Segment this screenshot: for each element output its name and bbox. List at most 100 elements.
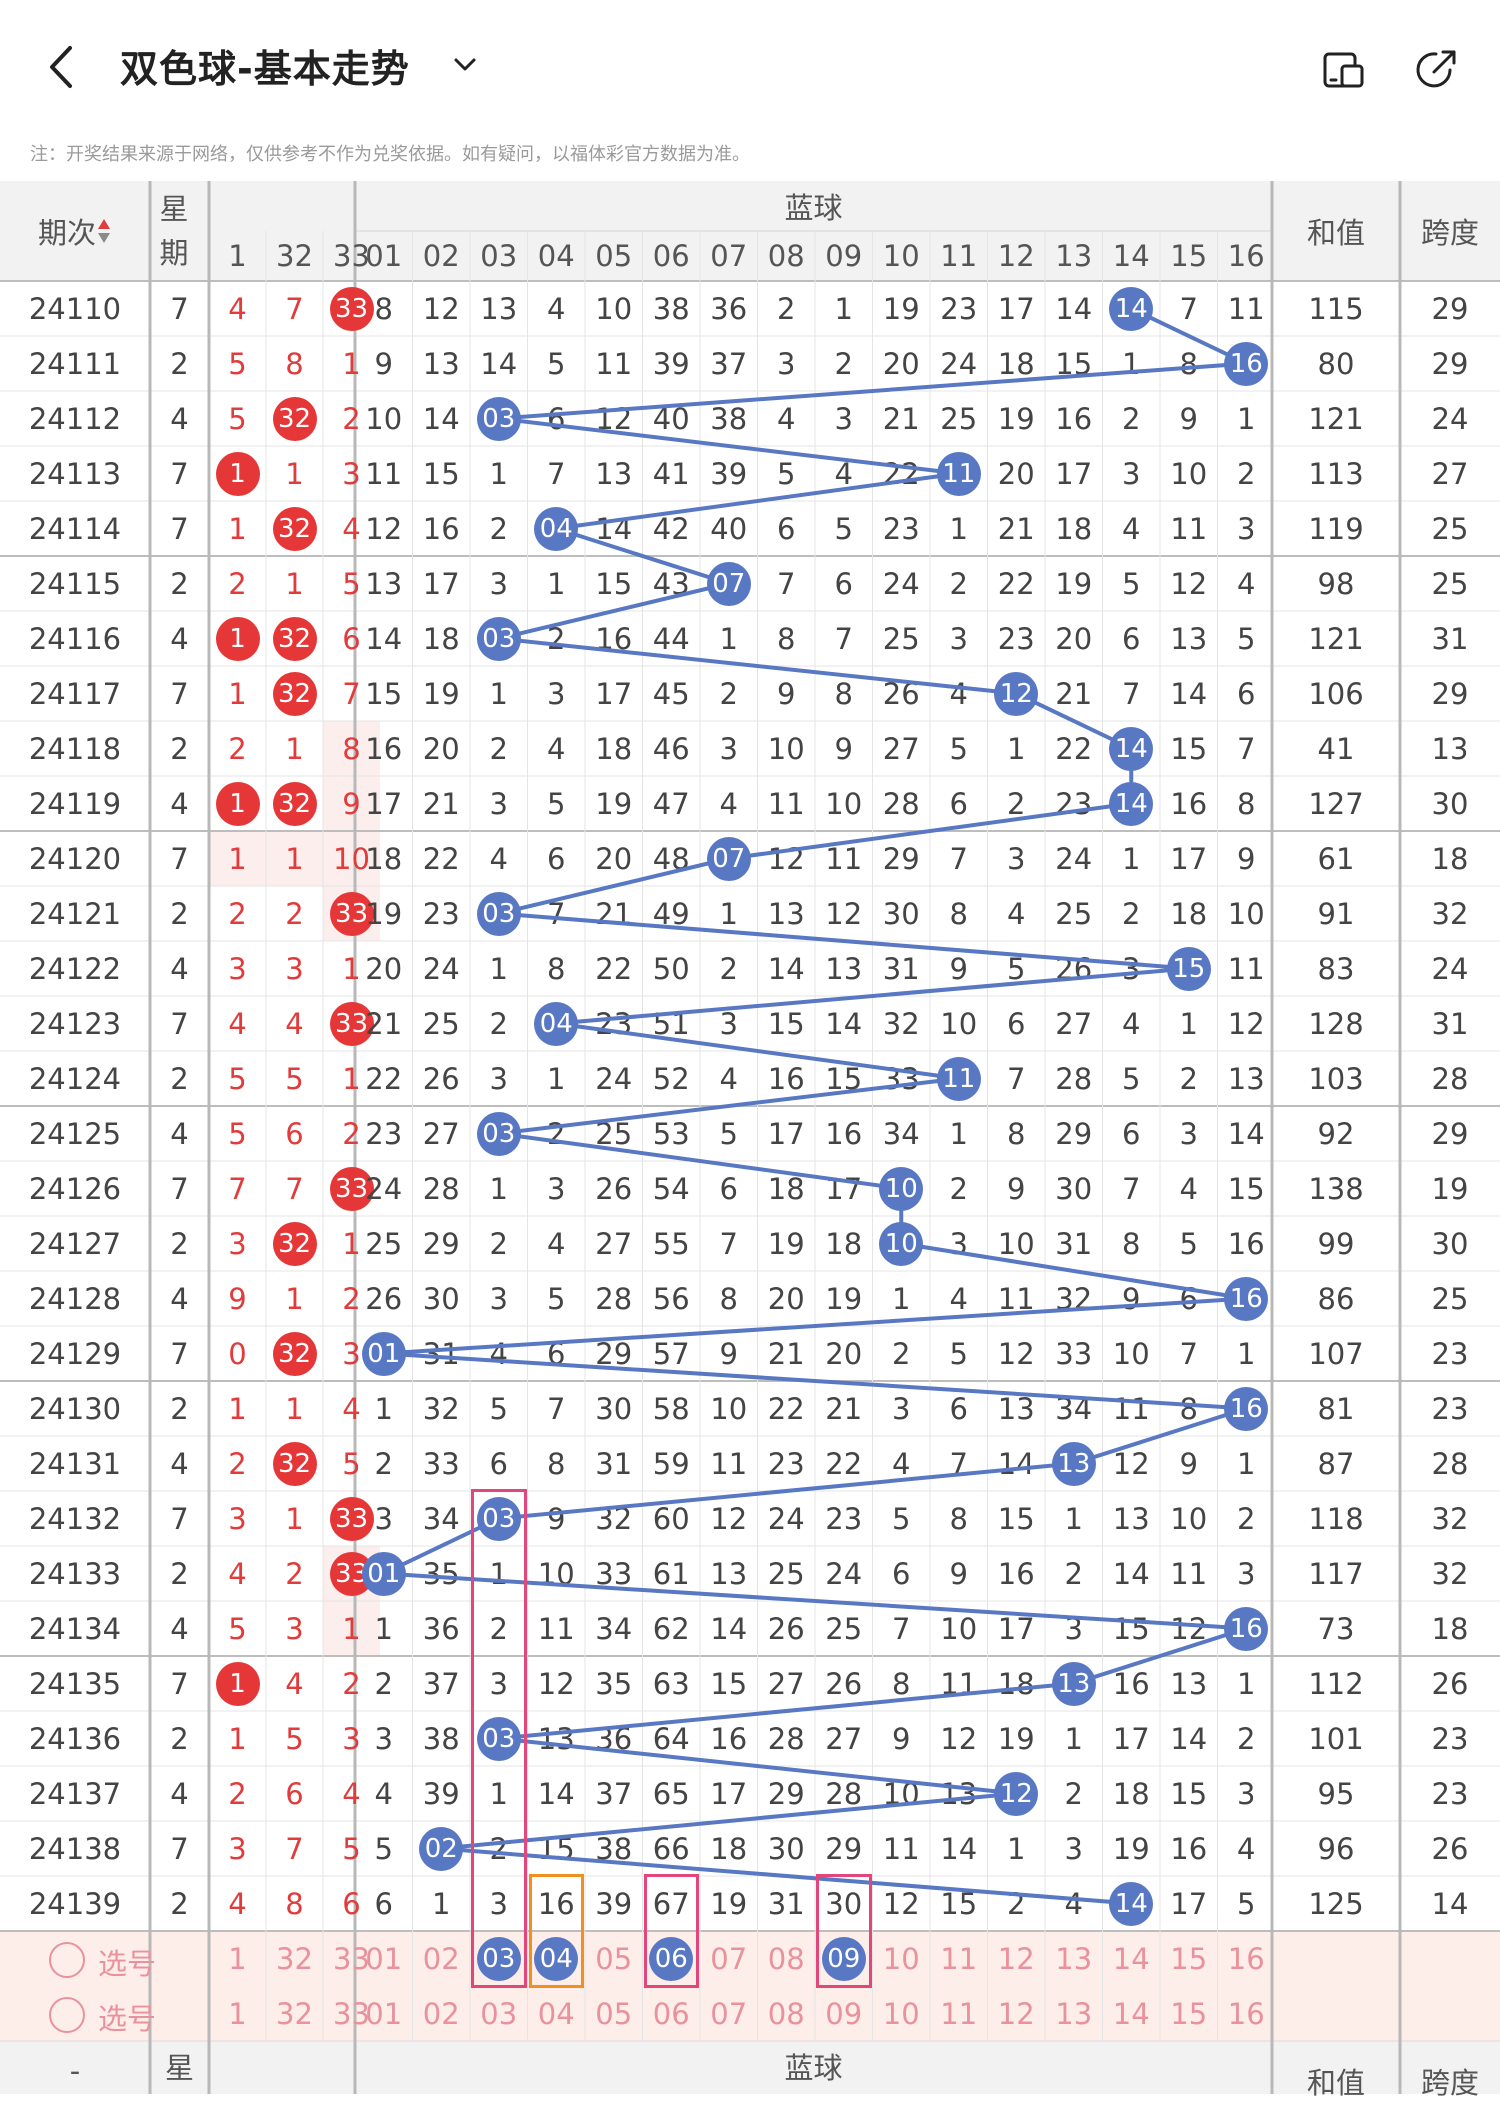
red-miss-count: 9 (228, 1281, 247, 1316)
select-blue-number[interactable]: 16 (1227, 1941, 1265, 1976)
row-period: 24128 (28, 1281, 122, 1316)
red-miss-count: 3 (228, 1226, 247, 1261)
select-blue-number[interactable]: 10 (882, 1941, 920, 1976)
blue-miss-count: 22 (825, 1446, 863, 1481)
select-blue-number[interactable]: 01 (365, 1996, 403, 2031)
row-span: 31 (1431, 1006, 1469, 1041)
blue-miss-count: 9 (834, 731, 853, 766)
select-blue-number[interactable]: 11 (940, 1941, 978, 1976)
blue-miss-count: 28 (767, 1721, 805, 1756)
select-blue-number[interactable]: 06 (652, 1996, 690, 2031)
blue-miss-count: 13 (595, 456, 633, 491)
sort-arrows-icon[interactable] (96, 216, 112, 246)
select-blue-number[interactable]: 02 (422, 1941, 460, 1976)
select-red-number[interactable]: 33 (333, 1941, 370, 1976)
row-week: 4 (170, 1281, 189, 1316)
blue-miss-count: 17 (997, 291, 1035, 326)
select-blue-number[interactable]: 13 (1055, 1996, 1093, 2031)
select-blue-number[interactable]: 03 (480, 1996, 518, 2031)
blue-miss-count: 14 (940, 1831, 978, 1866)
select-blue-number[interactable]: 13 (1055, 1941, 1093, 1976)
select-blue-number[interactable]: 12 (997, 1941, 1035, 1976)
blue-miss-count: 4 (1237, 566, 1256, 601)
blue-miss-count: 3 (777, 346, 796, 381)
select-blue-number[interactable]: 05 (595, 1941, 633, 1976)
blue-miss-count: 38 (652, 291, 690, 326)
row-week: 4 (170, 1116, 189, 1151)
blue-miss-count: 11 (1170, 1556, 1208, 1591)
header-red-col: 32 (276, 239, 313, 273)
select-blue-number[interactable]: 12 (997, 1996, 1035, 2031)
select-blue-number[interactable]: 15 (1170, 1941, 1208, 1976)
select-blue-number[interactable]: 07 (710, 1941, 748, 1976)
row-period: 24129 (28, 1336, 122, 1371)
select-red-number[interactable]: 1 (228, 1941, 247, 1976)
select-red-number[interactable]: 33 (333, 1996, 370, 2031)
blue-miss-count: 13 (997, 1391, 1035, 1426)
select-red-number[interactable]: 32 (276, 1941, 313, 1976)
select-blue-number[interactable]: 01 (365, 1941, 403, 1976)
blue-miss-count: 10 (997, 1226, 1035, 1261)
select-blue-number[interactable]: 05 (595, 1996, 633, 2031)
header-period[interactable]: 期次 (0, 181, 150, 281)
blue-miss-count: 2 (1237, 1721, 1256, 1756)
select-blue-number[interactable]: 15 (1170, 1996, 1208, 2031)
select-blue-number[interactable]: 04 (537, 1996, 575, 2031)
select-radio[interactable] (49, 1941, 85, 1978)
blue-miss-count: 4 (949, 1281, 968, 1316)
blue-miss-count: 5 (1237, 621, 1256, 656)
blue-miss-count: 11 (1227, 951, 1265, 986)
selected-blue-ball[interactable]: 04 (534, 1936, 579, 1981)
blue-miss-count: 5 (547, 346, 566, 381)
blue-miss-count: 45 (652, 676, 690, 711)
blue-miss-count: 30 (767, 1831, 805, 1866)
blue-miss-count: 21 (767, 1336, 805, 1371)
row-span: 18 (1431, 841, 1469, 876)
blue-miss-count: 1 (1179, 1006, 1198, 1041)
select-label[interactable]: 选号 (98, 1947, 157, 1981)
select-blue-number[interactable]: 11 (940, 1996, 978, 2031)
blue-miss-count: 10 (1112, 1336, 1150, 1371)
red-miss-count: 7 (285, 291, 304, 326)
chevron-down-icon[interactable] (450, 55, 480, 75)
share-icon[interactable] (1414, 46, 1460, 92)
blue-miss-count: 1 (719, 621, 738, 656)
row-span: 29 (1431, 291, 1469, 326)
selected-blue-ball[interactable]: 09 (821, 1936, 866, 1981)
select-blue-number[interactable]: 14 (1112, 1941, 1150, 1976)
select-blue-number[interactable]: 08 (767, 1941, 805, 1976)
select-blue-number[interactable]: 14 (1112, 1996, 1150, 2031)
blue-miss-count: 3 (489, 1061, 508, 1096)
selected-blue-ball[interactable]: 06 (649, 1936, 694, 1981)
row-span: 23 (1431, 1391, 1469, 1426)
select-label[interactable]: 选号 (98, 2002, 157, 2036)
select-blue-number[interactable]: 09 (825, 1996, 863, 2031)
select-blue-number[interactable]: 16 (1227, 1996, 1265, 2031)
blue-miss-count: 18 (1170, 896, 1208, 931)
blue-miss-count: 66 (652, 1831, 690, 1866)
blue-miss-count: 21 (825, 1391, 863, 1426)
blue-miss-count: 5 (1237, 1886, 1256, 1921)
blue-miss-count: 1 (489, 1171, 508, 1206)
blue-miss-count: 1 (1237, 1666, 1256, 1701)
row-period: 24131 (28, 1446, 122, 1481)
select-radio[interactable] (49, 1996, 85, 2033)
layout-toggle-icon[interactable] (1320, 46, 1366, 92)
select-blue-number[interactable]: 07 (710, 1996, 748, 2031)
back-arrow-icon[interactable] (42, 42, 82, 92)
select-red-number[interactable]: 32 (276, 1996, 313, 2031)
row-sum: 117 (1308, 1556, 1364, 1591)
blue-miss-count: 7 (1237, 731, 1256, 766)
selected-blue-ball[interactable]: 03 (476, 1936, 521, 1981)
blue-miss-count: 17 (1055, 456, 1093, 491)
blue-miss-count: 16 (422, 511, 460, 546)
select-blue-number[interactable]: 02 (422, 1996, 460, 2031)
select-blue-number[interactable]: 08 (767, 1996, 805, 2031)
blue-miss-count: 7 (1007, 1061, 1026, 1096)
select-red-number[interactable]: 1 (228, 1996, 247, 2031)
row-sum: 96 (1317, 1831, 1355, 1866)
select-blue-number[interactable]: 10 (882, 1996, 920, 2031)
blue-miss-count: 24 (882, 566, 920, 601)
blue-miss-count: 15 (710, 1666, 748, 1701)
page-title[interactable]: 双色球-基本走势 (120, 47, 410, 91)
